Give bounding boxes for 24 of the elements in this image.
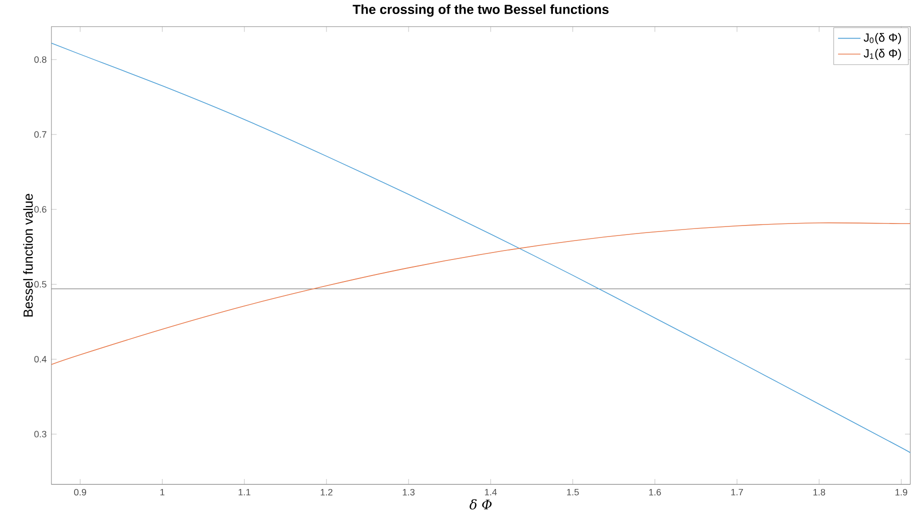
line-series [51,222,910,365]
x-tick-label: 1.9 [896,488,908,496]
legend-label: J$_{1}$(δ Φ) [864,48,901,60]
legend-label: J$_{0}$(δ Φ) [864,32,901,44]
x-tick-label: 1 [160,488,164,496]
y-tick-label: 0.8 [34,56,46,63]
y-tick-label: 0.7 [34,131,46,138]
y-axis-title: Bessel function value [23,194,33,316]
line-series [51,42,910,454]
y-tick-label: 0.6 [34,206,46,213]
x-tick-label: 1.3 [402,488,415,496]
y-tick-label: 0.5 [34,280,46,288]
x-tick-label: 1.4 [484,488,497,496]
x-tick-label: 1.2 [320,488,332,496]
x-axis-title: δ Φ [470,499,492,510]
y-tick-label: 0.3 [34,430,46,438]
x-tick-label: 0.9 [74,488,86,496]
x-tick-label: 1.5 [567,488,579,496]
chart-title: The crossing of the two Bessel functions [352,4,609,17]
y-tick-label: 0.4 [34,356,46,362]
x-tick-label: 1.6 [649,488,661,496]
x-tick-label: 1.8 [813,488,826,496]
x-tick-label: 1.1 [238,488,250,496]
x-tick-label: 1.7 [731,488,743,496]
